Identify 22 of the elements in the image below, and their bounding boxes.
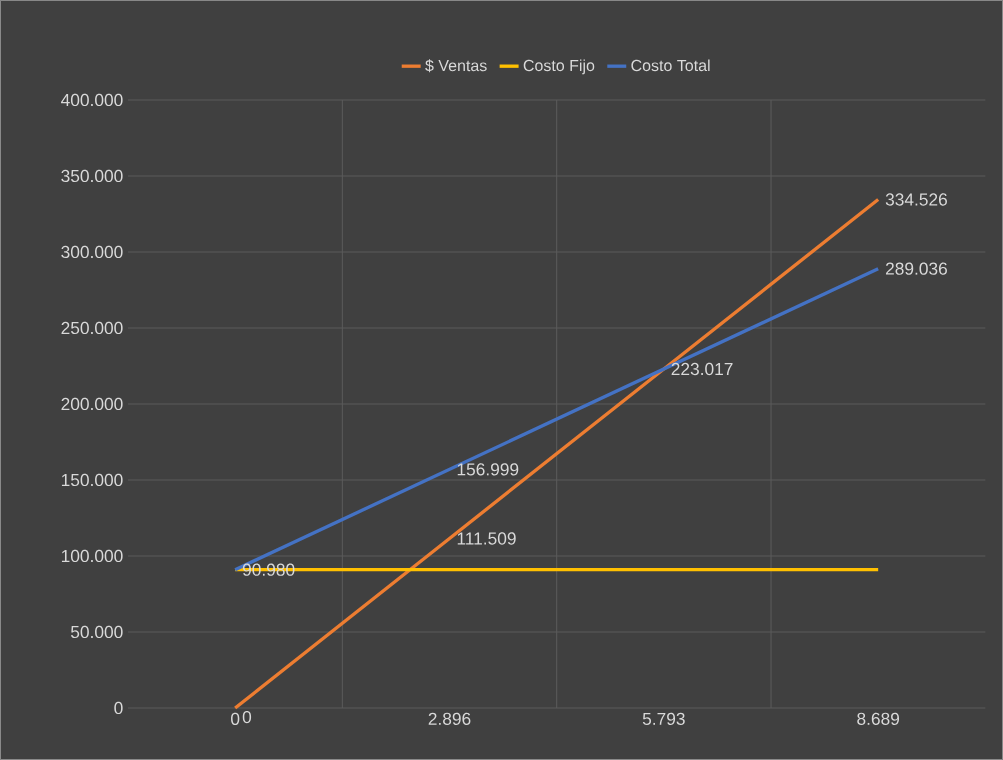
- x-tick-label: 0: [231, 712, 240, 725]
- y-tick-label: 50.000: [70, 625, 123, 639]
- legend-label: Costo Fijo: [523, 59, 595, 75]
- line-series: [233, 197, 880, 710]
- data-label: 223.017: [671, 362, 733, 376]
- x-tick-label: 8.689: [857, 712, 900, 725]
- legend-label: $ Ventas: [425, 59, 487, 73]
- y-tick-label: 400.000: [61, 93, 123, 107]
- y-tick-label: 300.000: [61, 245, 123, 259]
- data-label: 289.036: [885, 262, 947, 275]
- data-label: 156.999: [457, 463, 519, 476]
- y-tick-label: 200.000: [61, 397, 123, 411]
- data-label: 111.509: [457, 532, 516, 545]
- y-tick-label: 350.000: [61, 169, 123, 183]
- x-tick-label: 5.793: [642, 712, 685, 725]
- y-tick-label: 0: [114, 701, 123, 715]
- y-tick-label: 150.000: [61, 473, 123, 487]
- y-tick-label: 250.000: [61, 321, 123, 335]
- legend-label: Costo Total: [631, 59, 710, 72]
- data-label: 334.526: [885, 193, 947, 206]
- y-tick-label: 100.000: [61, 549, 123, 563]
- x-tick-label: 2.896: [428, 712, 471, 725]
